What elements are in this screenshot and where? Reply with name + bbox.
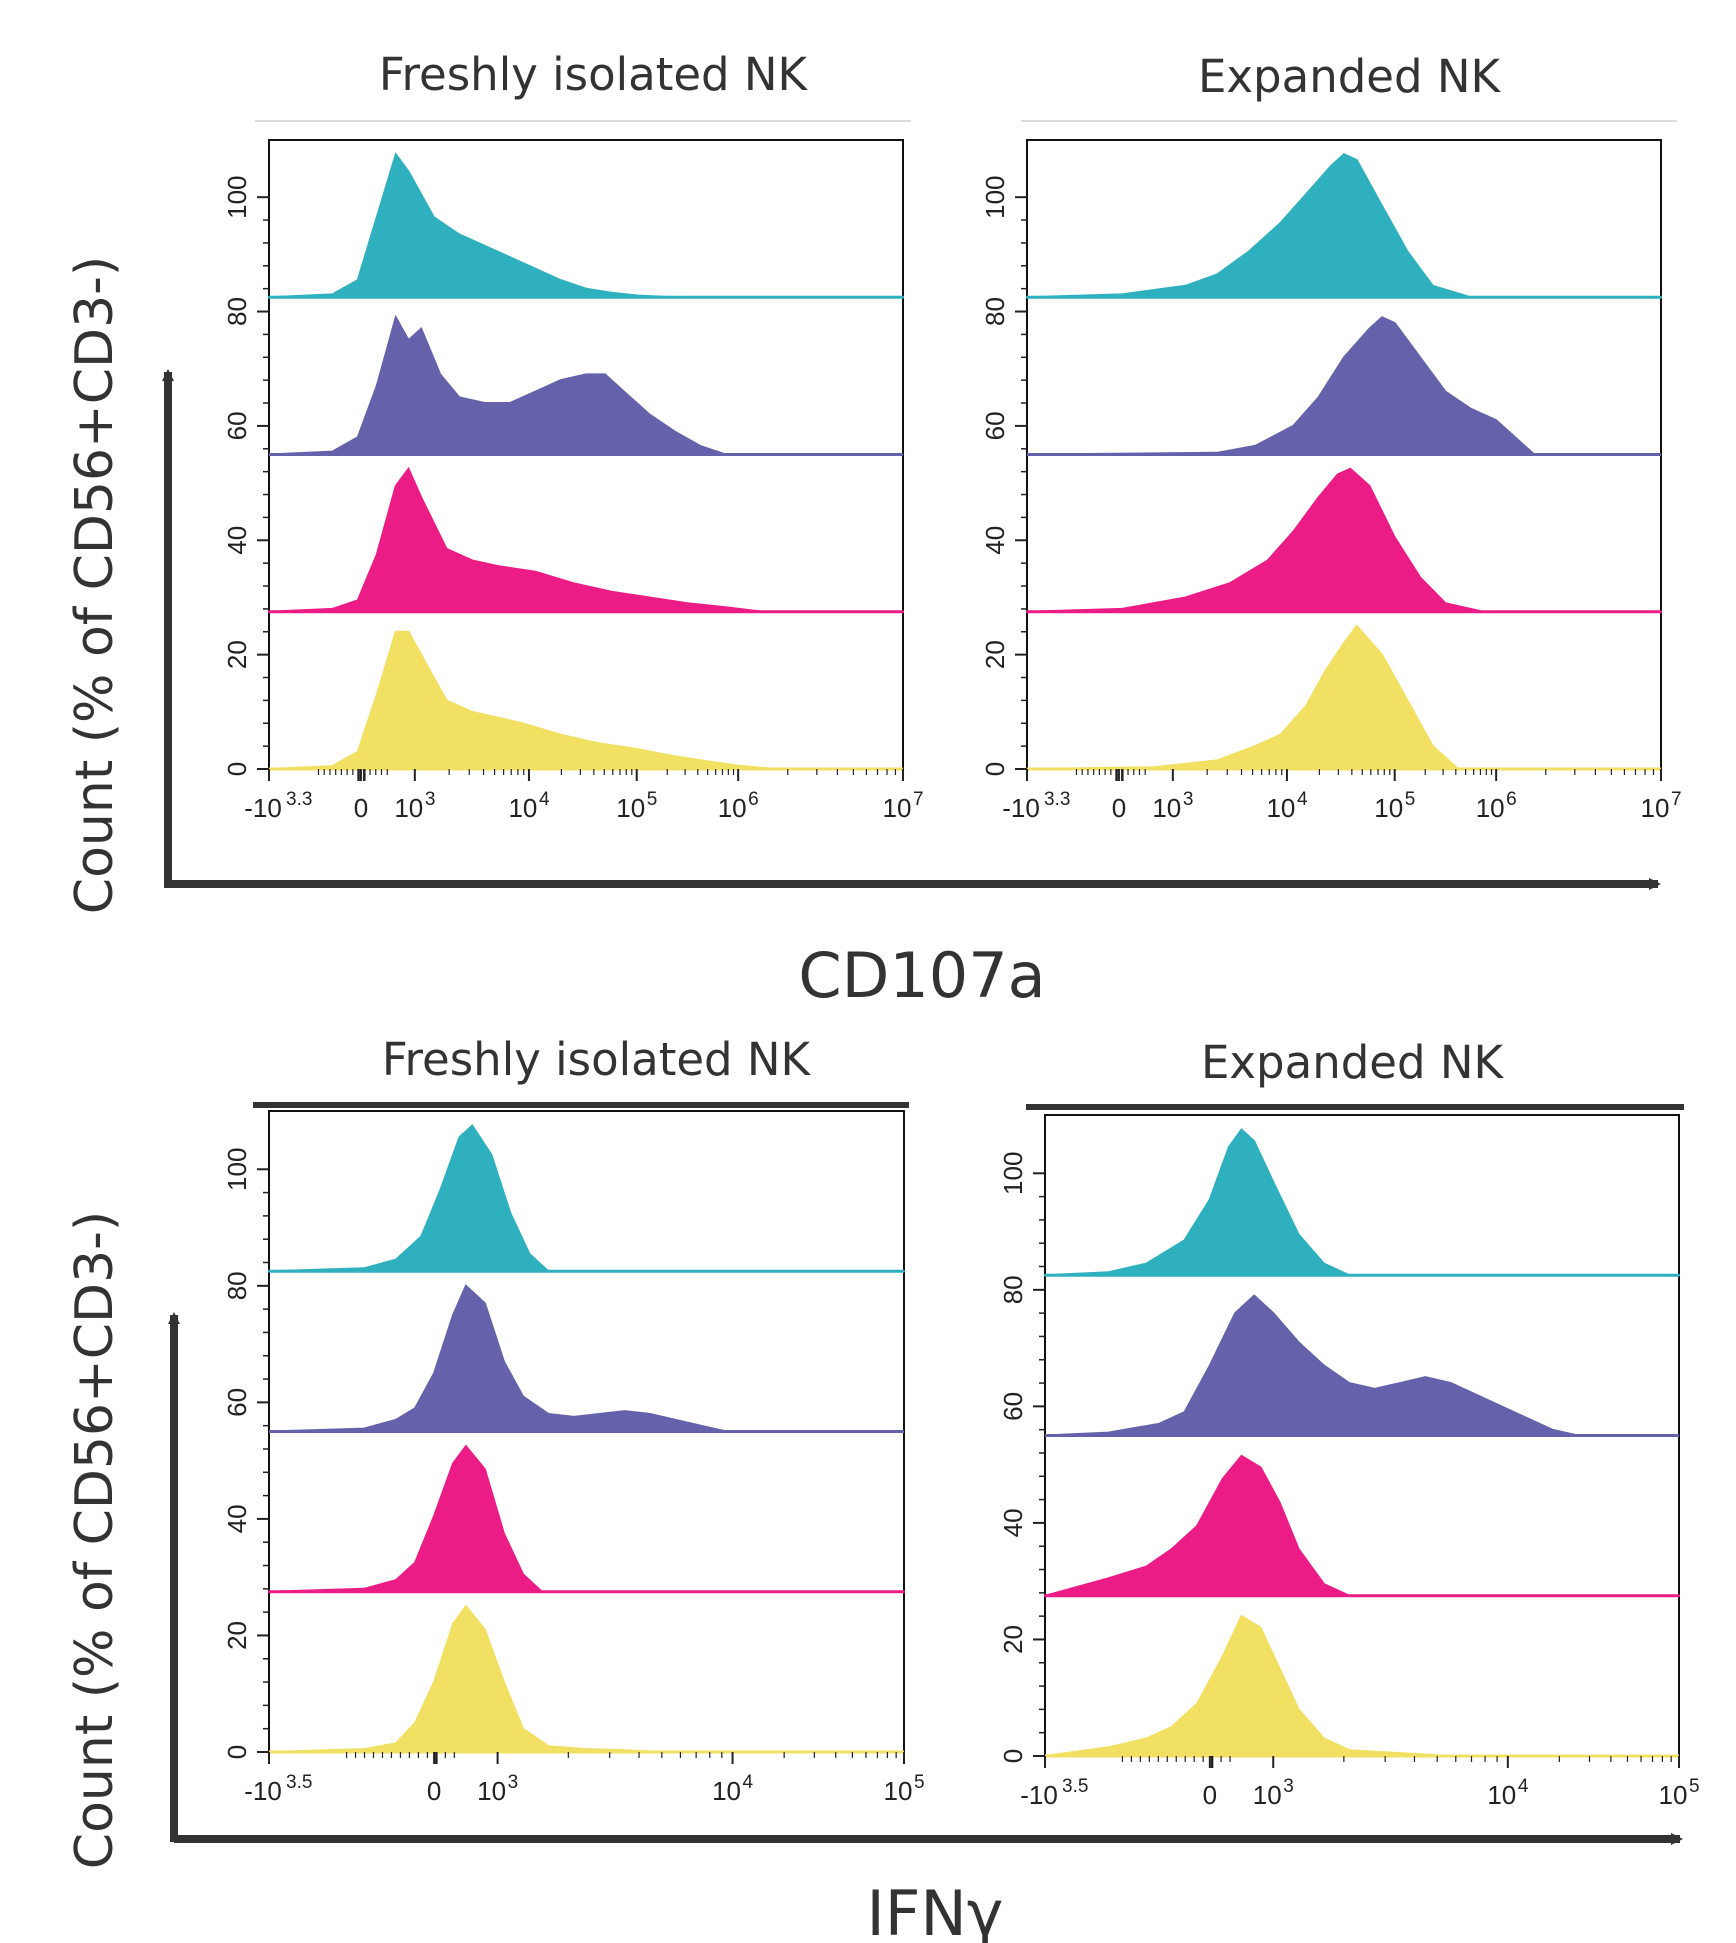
y-tick-label: 0 <box>222 1745 252 1759</box>
histogram-series-purple <box>268 1284 904 1433</box>
x-tick-label: 0 <box>427 1776 441 1806</box>
x-tick-label: 10 <box>1659 1780 1688 1810</box>
y-tick-label: 20 <box>222 640 252 669</box>
x-tick-exponent: 4 <box>1518 1776 1529 1797</box>
row-cd107a: Freshly isolated NK Expanded NK Count (%… <box>65 48 1682 1012</box>
x-tick-exponent: 6 <box>1506 789 1517 810</box>
panel-title-expanded-cd107a: Expanded NK <box>1198 50 1502 103</box>
y-tick-label: 100 <box>222 175 252 218</box>
y-tick-label: 0 <box>222 762 252 776</box>
x-tick-exponent: 7 <box>1671 789 1682 810</box>
x-tick-label: 10 <box>718 793 747 823</box>
x-tick-exponent: 5 <box>1405 789 1416 810</box>
x-tick-exponent: 4 <box>539 789 550 810</box>
x-tick-exponent: 3.5 <box>1062 1776 1088 1797</box>
x-axis-label: IFNγ <box>866 1877 1003 1943</box>
x-tick-label: 10 <box>508 793 537 823</box>
x-tick-label: 10 <box>884 1776 913 1806</box>
y-tick-label: 60 <box>222 411 252 440</box>
y-tick-label: 80 <box>998 1275 1028 1304</box>
x-tick-exponent: 4 <box>743 1772 754 1793</box>
x-tick-label: -10 <box>244 1776 282 1806</box>
y-tick-label: 80 <box>222 297 252 326</box>
x-tick-exponent: 4 <box>1297 789 1308 810</box>
x-tick-exponent: 3.3 <box>286 789 312 810</box>
x-tick-label: 10 <box>1152 793 1181 823</box>
y-tick-label: 20 <box>222 1621 252 1650</box>
histogram-series-yellow <box>268 630 903 770</box>
y-tick-label: 0 <box>998 1749 1028 1763</box>
x-tick-label: 10 <box>712 1776 741 1806</box>
y-tick-label: 100 <box>222 1148 252 1191</box>
x-tick-exponent: 5 <box>647 789 658 810</box>
y-axis-label: Count (% of CD56+CD3-) <box>65 256 125 914</box>
x-tick-label: 10 <box>1374 793 1403 823</box>
x-tick-label: 10 <box>1266 793 1295 823</box>
panel-title-expanded-ifng: Expanded NK <box>1201 1036 1505 1089</box>
x-tick-label: 10 <box>1476 793 1505 823</box>
x-tick-label: 10 <box>883 793 912 823</box>
x-tick-label: 10 <box>394 793 423 823</box>
x-tick-label: 10 <box>477 1776 506 1806</box>
x-tick-label: 0 <box>1203 1780 1217 1810</box>
x-tick-label: 0 <box>354 793 368 823</box>
y-tick-label: 80 <box>980 297 1010 326</box>
x-tick-label: 10 <box>1641 793 1670 823</box>
x-tick-exponent: 5 <box>914 1772 925 1793</box>
row-ifng: Freshly isolated NK Expanded NK Count (%… <box>65 1033 1700 1943</box>
y-tick-label: 40 <box>222 1504 252 1533</box>
y-tick-label: 0 <box>980 762 1010 776</box>
y-tick-label: 40 <box>998 1508 1028 1537</box>
y-tick-label: 40 <box>222 526 252 555</box>
histogram-series-purple <box>1044 1294 1679 1437</box>
x-tick-exponent: 3 <box>425 789 436 810</box>
x-tick-exponent: 6 <box>748 789 759 810</box>
x-tick-label: 10 <box>1253 1780 1282 1810</box>
panel-title-fresh-cd107a: Freshly isolated NK <box>379 48 809 101</box>
y-tick-label: 20 <box>998 1625 1028 1654</box>
panel-title-fresh-ifng: Freshly isolated NK <box>382 1033 812 1086</box>
y-axis-label: Count (% of CD56+CD3-) <box>65 1211 125 1869</box>
y-tick-label: 20 <box>980 640 1010 669</box>
y-tick-label: 100 <box>998 1152 1028 1195</box>
histogram-series-purple <box>268 314 903 456</box>
x-tick-exponent: 3.5 <box>286 1772 312 1793</box>
x-tick-label: 10 <box>1487 1780 1516 1810</box>
x-tick-label: -10 <box>244 793 282 823</box>
y-tick-label: 100 <box>980 175 1010 218</box>
x-tick-label: 10 <box>616 793 645 823</box>
histogram-series-purple <box>1026 316 1661 456</box>
x-tick-label: 0 <box>1112 793 1126 823</box>
x-tick-exponent: 3 <box>1283 1776 1294 1797</box>
x-tick-exponent: 3 <box>1183 789 1194 810</box>
y-tick-label: 60 <box>998 1392 1028 1421</box>
y-tick-label: 60 <box>980 411 1010 440</box>
histogram-series-yellow <box>1026 624 1661 770</box>
x-tick-label: -10 <box>1020 1780 1058 1810</box>
x-axis-label: CD107a <box>798 939 1045 1012</box>
x-tick-exponent: 3 <box>508 1772 519 1793</box>
x-tick-exponent: 5 <box>1689 1776 1700 1797</box>
x-tick-exponent: 7 <box>913 789 924 810</box>
y-tick-label: 80 <box>222 1271 252 1300</box>
y-tick-label: 60 <box>222 1388 252 1417</box>
y-tick-label: 40 <box>980 526 1010 555</box>
x-tick-exponent: 3.3 <box>1044 789 1070 810</box>
x-tick-label: -10 <box>1002 793 1040 823</box>
